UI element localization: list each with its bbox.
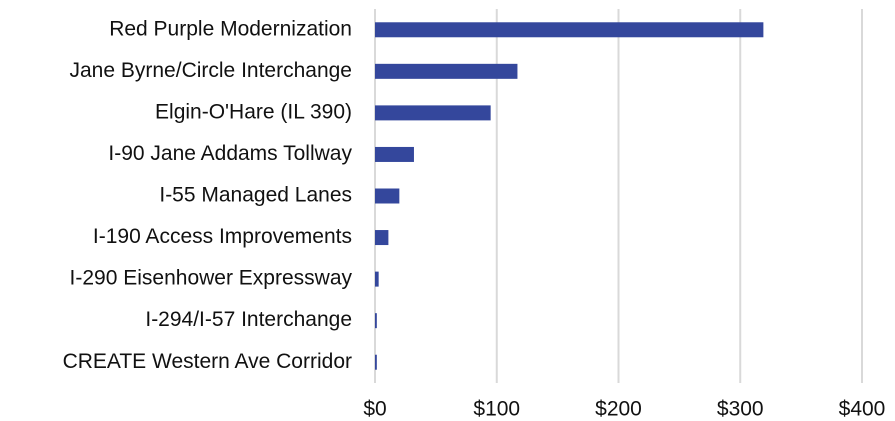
- y-tick-label: I-55 Managed Lanes: [159, 184, 352, 207]
- bar: [375, 354, 377, 370]
- y-tick-label: I-190 Access Improvements: [93, 225, 352, 248]
- y-tick-label: I-294/I-57 Interchange: [145, 308, 352, 331]
- y-tick-label: CREATE Western Ave Corridor: [63, 350, 352, 373]
- bar: [375, 313, 377, 329]
- bar: [375, 146, 414, 162]
- y-tick-label: I-290 Eisenhower Expressway: [70, 267, 353, 290]
- y-tick-label: Red Purple Modernization: [109, 17, 352, 40]
- bar: [375, 230, 389, 246]
- y-tick-label: Jane Byrne/Circle Interchange: [70, 59, 353, 82]
- y-tick-label: Elgin-O'Hare (IL 390): [155, 100, 352, 123]
- x-tick-label: $200: [595, 398, 642, 421]
- x-tick-label: $0: [363, 398, 386, 421]
- bar: [375, 22, 764, 38]
- x-tick-label: $400: [839, 398, 886, 421]
- bar: [375, 271, 379, 287]
- y-tick-label: I-90 Jane Addams Tollway: [108, 142, 352, 165]
- x-tick-label: $100: [473, 398, 520, 421]
- bar: [375, 63, 518, 79]
- bar: [375, 105, 491, 121]
- x-tick-label: $300: [717, 398, 764, 421]
- bar: [375, 188, 400, 204]
